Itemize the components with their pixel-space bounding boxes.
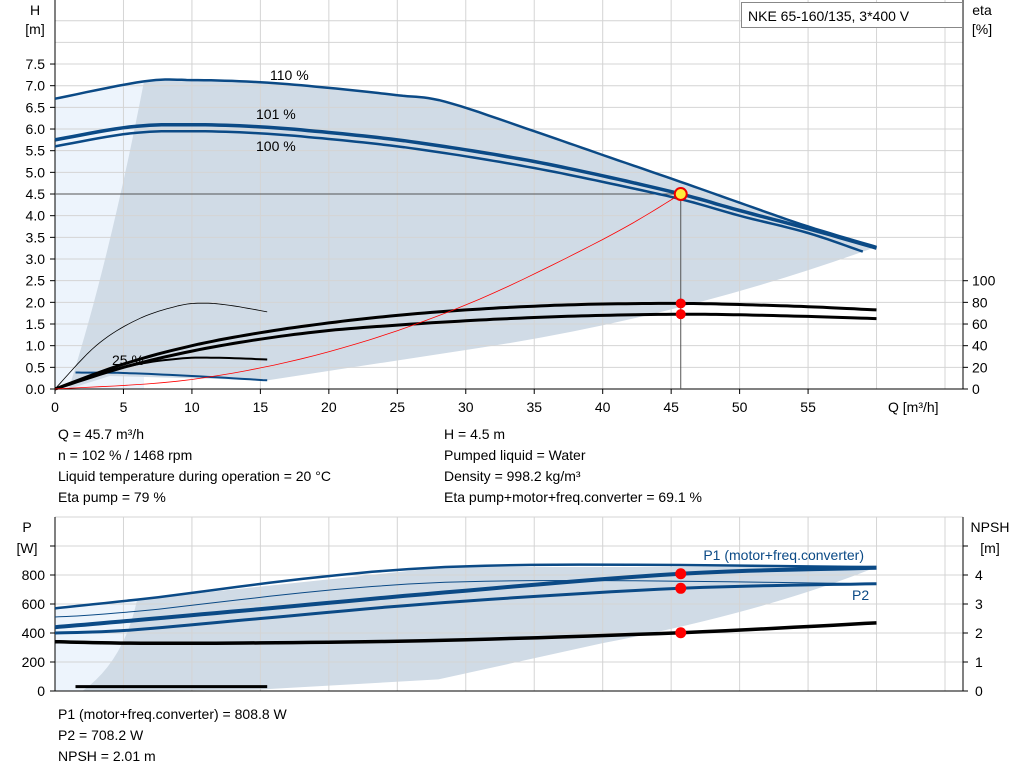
chart-title: NKE 65-160/135, 3*400 V [741,2,963,28]
y2-tick-label: 20 [972,359,988,375]
p2-curve [54,582,877,635]
power-area [82,567,877,691]
y-axis-label: H [30,2,40,18]
p-tick-label: 0 [37,683,45,699]
y2-tick-label: 40 [972,338,988,354]
eta-pump-duty-point [675,298,686,309]
y-tick-label: 6.5 [26,99,46,115]
info-eta-total: Eta pump+motor+freq.converter = 69.1 % [444,489,702,505]
y-tick-label: 4.5 [26,186,46,202]
p2-duty-point [675,582,687,594]
y-axis-unit: [m] [25,21,44,37]
y-tick-label: 4.0 [26,208,46,224]
p1-curve [54,565,877,630]
y2-tick-label: 0 [972,381,980,397]
p-tick-label: 600 [22,596,46,612]
info-liquid: Pumped liquid = Water [444,447,586,463]
y-tick-label: 7.0 [26,78,46,94]
x-tick-label: 40 [595,399,611,415]
p1-110-curve [54,563,877,610]
eta-25-curve [54,302,268,390]
y2-axis-label: eta [972,2,992,18]
npsh-tick-label: 1 [975,654,983,670]
eta-total-duty-point [675,309,686,320]
label-25: 25 % [112,352,144,368]
x-tick-label: 20 [321,399,337,415]
info-eta-pump: Eta pump = 79 % [58,489,166,505]
curve-101 [54,122,878,250]
y2-tick-label: 60 [972,316,988,332]
npsh-curve [54,621,877,646]
npsh-tick-label: 4 [975,567,983,583]
p-tick-label: 400 [22,625,46,641]
p-tick-label: 800 [22,567,46,583]
y-tick-label: 7.5 [26,56,46,72]
x-tick-label: 10 [184,399,200,415]
p1-label: P1 (motor+freq.converter) [703,547,864,563]
p-axis-unit: [W] [17,540,38,556]
system-curve [54,193,681,390]
p-axis-label: P [22,519,31,535]
y-tick-label: 2.0 [26,294,46,310]
info-density: Density = 998.2 kg/m³ [444,468,581,484]
operating-area [68,80,877,389]
info-temp: Liquid temperature during operation = 20… [58,468,331,484]
y-tick-label: 1.0 [26,338,46,354]
x-tick-label: 25 [390,399,406,415]
duty-point [673,187,688,202]
info-p2: P2 = 708.2 W [58,727,144,743]
y-tick-label: 2.5 [26,273,46,289]
y-tick-label: 0.0 [26,381,46,397]
info-h: H = 4.5 m [444,426,506,442]
y-tick-label: 5.0 [26,164,46,180]
p1-duty-point [675,568,687,580]
x-axis-label: Q [m³/h] [888,399,939,415]
y2-tick-label: 80 [972,294,988,310]
label-110: 110 % [270,67,309,83]
x-tick-label: 0 [51,399,59,415]
info-npsh: NPSH = 2.01 m [58,748,156,764]
y-tick-label: 3.0 [26,251,46,267]
info-q: Q = 45.7 m³/h [58,426,144,442]
p-tick-label: 200 [22,654,46,670]
y-tick-label: 6.0 [26,121,46,137]
eta-pump-curve [54,301,877,391]
npsh-duty-point [675,627,687,639]
x-tick-label: 55 [800,399,816,415]
info-p1: P1 (motor+freq.converter) = 808.8 W [58,706,287,722]
x-tick-label: 5 [120,399,128,415]
label-101: 101 % [256,106,296,122]
p2-110-curve [54,579,877,618]
y-tick-label: 5.5 [26,143,46,159]
y-tick-label: 3.5 [26,229,46,245]
curve-110 [54,78,877,249]
npsh-tick-label: 0 [975,683,983,699]
x-tick-label: 15 [253,399,269,415]
x-tick-label: 45 [663,399,679,415]
y2-tick-label: 100 [972,273,996,289]
npsh-tick-label: 3 [975,596,983,612]
y-tick-label: 1.5 [26,316,46,332]
y2-axis-unit: [%] [972,21,992,37]
label-100: 100 % [256,138,296,154]
eta-total-curve [54,312,877,391]
eta-25-pump-curve [54,356,268,390]
x-tick-label: 35 [526,399,542,415]
x-tick-label: 30 [458,399,474,415]
npsh-axis-unit: [m] [980,540,999,556]
curve-100 [54,129,864,253]
y-tick-label: 0.5 [26,359,46,375]
p2-label: P2 [852,587,869,603]
x-tick-label: 50 [732,399,748,415]
info-n: n = 102 % / 1468 rpm [58,447,193,463]
npsh-tick-label: 2 [975,625,983,641]
npsh-axis-label: NPSH [971,519,1010,535]
